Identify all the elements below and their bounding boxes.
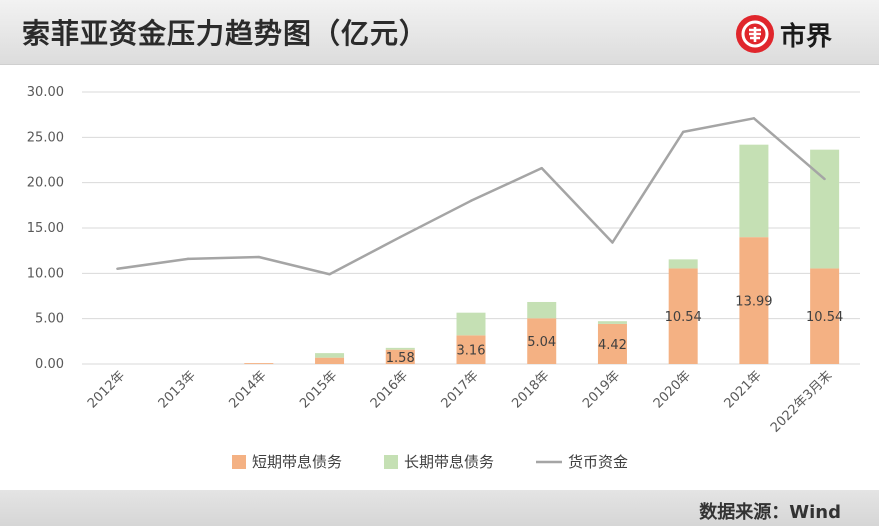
long-debt-bar (315, 353, 345, 358)
x-tick-label: 2018年 (509, 368, 552, 411)
long-debt-bar (385, 347, 415, 350)
x-tick-label: 2012年 (85, 368, 128, 411)
x-tick-label: 2013年 (156, 368, 199, 411)
short-debt-data-label: 13.99 (735, 295, 772, 310)
chart-footer: 数据来源：Wind (0, 490, 879, 526)
cash-point (752, 117, 756, 120)
chart-area: 0.00 5.00 10.00 15.00 20.00 25.00 30.00 1.58 3.1… (27, 85, 860, 471)
brand-logo: 市界 (736, 14, 832, 54)
short-debt-data-label: 10.54 (665, 310, 702, 325)
y-tick-label: 15.00 (27, 221, 64, 236)
legend-entry: 短期带息债务 (252, 453, 342, 471)
y-tick-label: 25.00 (27, 130, 64, 145)
long-debt-bar (597, 321, 627, 324)
short-debt-bar (810, 268, 840, 364)
short-debt-data-label: 10.54 (806, 310, 843, 325)
short-debt-bar (527, 318, 557, 364)
y-tick-label: 5.00 (35, 312, 64, 327)
brand-name: 市界 (780, 21, 833, 52)
long-debt-bar (527, 301, 557, 319)
x-tick-label: 2022年3月末 (768, 368, 835, 435)
short-debt-bar (385, 349, 415, 364)
long-debt-bar (739, 144, 769, 238)
cash-point (469, 199, 473, 202)
short-debt-data-label: 1.58 (386, 351, 415, 366)
short-debt-bar (739, 237, 769, 364)
y-tick-label: 20.00 (27, 176, 64, 191)
short-debt-bar (244, 363, 274, 364)
brand-logo-icon (736, 15, 774, 53)
legend-swatch (384, 455, 398, 469)
y-tick-label: 30.00 (27, 85, 64, 100)
legend-swatch (232, 455, 246, 469)
chart-title: 索菲亚资金压力趋势图（亿元） (22, 17, 429, 50)
long-debt-bar (668, 259, 698, 269)
short-debt-bar (668, 268, 698, 364)
cash-point (681, 130, 685, 134)
legend-entry: 货币资金 (568, 453, 628, 471)
x-tick-label: 2014年 (226, 368, 269, 411)
cash-point (823, 177, 826, 181)
cash-line (117, 117, 826, 276)
legend-entry: 长期带息债务 (404, 453, 494, 471)
cash-point (611, 241, 614, 244)
long-debt-bar (456, 312, 486, 336)
y-tick-label: 0.00 (35, 357, 64, 372)
short-debt-data-label: 3.16 (457, 344, 486, 359)
x-tick-label: 2021年 (722, 368, 765, 411)
cash-point (540, 166, 543, 170)
short-debt-bar (597, 323, 627, 364)
x-tick-label: 2019年 (580, 368, 623, 411)
long-debt-bar (810, 149, 840, 269)
short-debt-data-label: 4.42 (598, 338, 627, 353)
x-tick-label: 2016年 (368, 368, 411, 411)
cash-point (116, 267, 119, 270)
chart-header: 索菲亚资金压力趋势图（亿元） 市界 (0, 0, 879, 65)
cash-point (257, 255, 261, 259)
y-tick-label: 10.00 (27, 266, 64, 281)
x-tick-label: 2015年 (297, 368, 340, 411)
cash-point (399, 235, 402, 239)
cash-point (186, 257, 190, 261)
cash-point (328, 273, 331, 276)
short-debt-data-label: 5.04 (527, 335, 556, 350)
data-source: 数据来源：Wind (699, 502, 841, 523)
short-debt-bar (456, 335, 486, 364)
x-tick-label: 2017年 (439, 368, 482, 411)
x-tick-label: 2020年 (651, 368, 694, 411)
short-debt-bar (315, 357, 345, 364)
